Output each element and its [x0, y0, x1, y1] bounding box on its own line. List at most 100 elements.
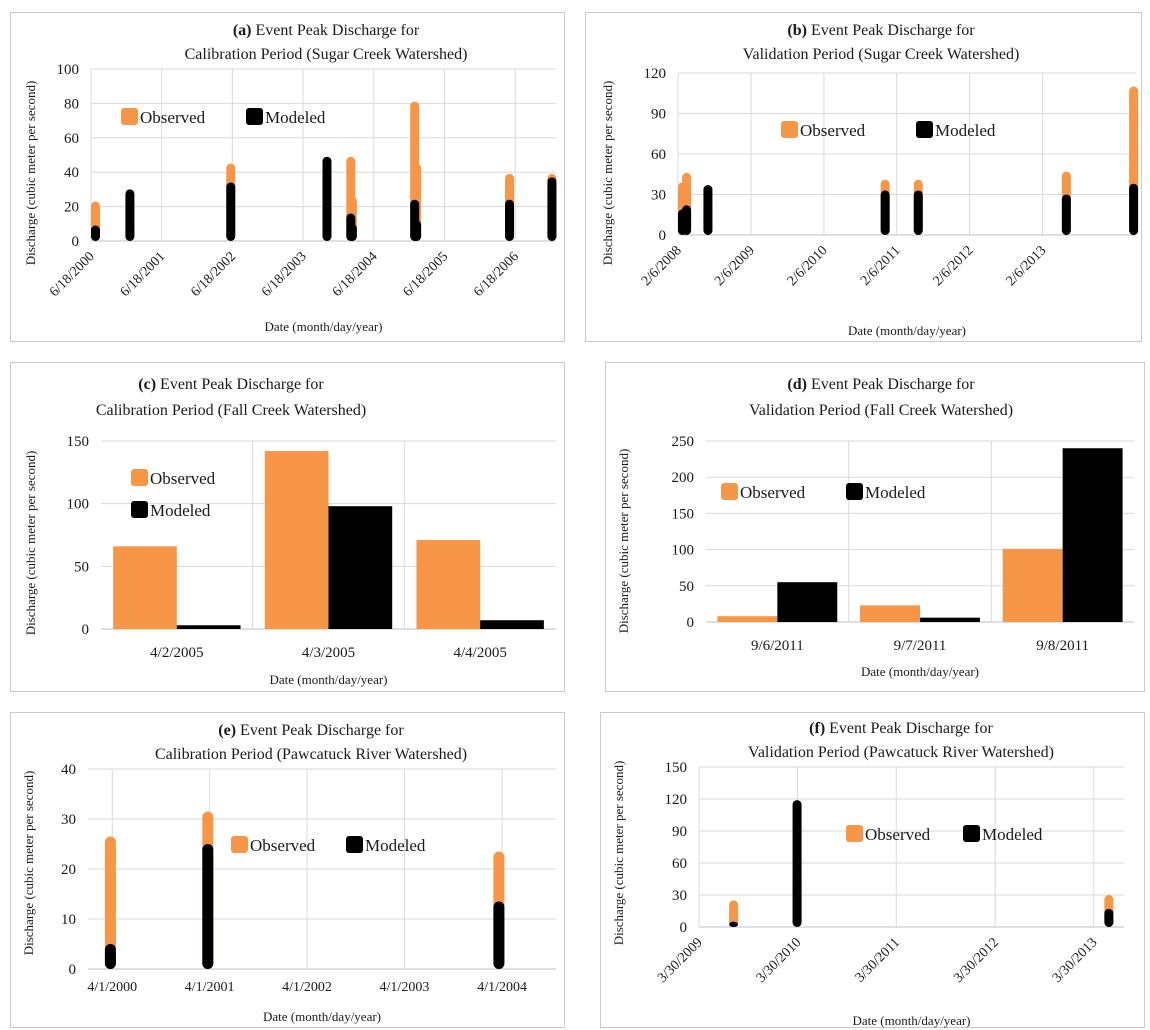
y-tick-label: 0	[659, 228, 667, 244]
chart-title-line2: Calibration Period (Pawcatuck River Wate…	[155, 746, 467, 763]
y-tick-label: 200	[672, 470, 695, 486]
y-tick-label: 150	[665, 760, 688, 776]
legend: Observed Modeled	[781, 121, 996, 140]
x-tick-label: 2/6/2013	[1004, 243, 1050, 289]
legend-swatch-observed	[121, 108, 138, 125]
x-tick-label: 2/6/2010	[785, 243, 831, 289]
legend-label-observed: Observed	[140, 108, 206, 127]
x-tick-label: 6/18/2005	[401, 249, 452, 300]
legend: Observed Modeled	[721, 483, 926, 502]
legend-label-modeled: Modeled	[935, 121, 996, 140]
x-tick-label: 3/30/2010	[754, 935, 805, 986]
y-tick-label: 250	[672, 434, 695, 450]
y-tick-label: 60	[64, 131, 79, 147]
x-tick-label: 6/18/2002	[188, 249, 239, 300]
y-tick-label: 150	[67, 434, 90, 450]
legend-label-modeled: Modeled	[365, 836, 426, 855]
y-tick-label: 0	[680, 920, 688, 936]
chart-panel-d: (d) Event Peak Discharge for Validation P…	[605, 362, 1145, 692]
y-tick-label: 60	[672, 856, 687, 872]
legend-label-modeled: Modeled	[150, 501, 211, 520]
modeled-bar	[913, 190, 923, 235]
modeled-bar	[729, 921, 739, 927]
x-tick-label: 4/1/2002	[282, 980, 332, 995]
chart-title-line2: Validation Period (Sugar Creek Watershed…	[743, 46, 1020, 63]
chart-title-line1: (b) Event Peak Discharge for	[787, 22, 975, 39]
legend-swatch-modeled	[131, 501, 148, 518]
legend-label-observed: Observed	[865, 825, 931, 844]
chart-panel-c: (c) Event Peak Discharge for Calibration …	[10, 362, 565, 692]
modeled-bar	[226, 182, 236, 241]
legend: Observed Modeled	[131, 469, 216, 520]
observed-bar	[1002, 548, 1063, 622]
x-tick-label: 6/18/2006	[471, 249, 522, 300]
modeled-bar	[176, 625, 241, 629]
legend-swatch-observed	[231, 836, 248, 853]
legend-label-observed: Observed	[740, 483, 806, 502]
chart-panel-a: (a) Event Peak Discharge for Calibration …	[10, 12, 565, 342]
x-tick-label: 9/8/2011	[1036, 638, 1089, 654]
legend-label-observed: Observed	[800, 121, 866, 140]
modeled-bar	[1062, 448, 1123, 622]
x-tick-label: 2/6/2008	[639, 243, 685, 289]
y-axis-label: Discharge (cubic meter per second)	[616, 449, 631, 634]
legend-swatch-modeled	[246, 108, 263, 125]
x-tick-label: 6/18/2003	[259, 249, 310, 300]
x-tick-label: 4/2/2005	[150, 645, 203, 661]
x-tick-label: 4/1/2004	[477, 980, 527, 995]
legend-label-observed: Observed	[250, 836, 316, 855]
modeled-bar	[1129, 183, 1139, 235]
chart-title-line2: Validation Period (Pawcatuck River Water…	[748, 744, 1054, 761]
y-tick-label: 50	[679, 579, 694, 595]
x-tick-label: 3/30/2013	[1050, 935, 1101, 986]
y-tick-label: 0	[72, 234, 80, 250]
x-tick-label: 3/30/2009	[655, 935, 706, 986]
x-tick-label: 4/3/2005	[302, 645, 355, 661]
y-tick-label: 40	[61, 762, 76, 778]
legend-label-modeled: Modeled	[982, 825, 1043, 844]
legend-swatch-modeled	[963, 825, 980, 842]
y-tick-label: 40	[64, 165, 79, 181]
x-axis-label: Date (month/day/year)	[848, 323, 966, 338]
modeled-bar	[328, 506, 393, 629]
y-tick-label: 30	[651, 188, 666, 204]
modeled-bar	[347, 223, 357, 241]
y-tick-label: 0	[69, 962, 77, 978]
modeled-bar	[493, 901, 505, 969]
observed-bar	[113, 546, 177, 629]
x-axis-label: Date (month/day/year)	[852, 1013, 970, 1028]
y-axis-label: Discharge (cubic meter per second)	[611, 761, 626, 946]
observed-bar	[104, 836, 116, 969]
legend-swatch-modeled	[346, 836, 363, 853]
legend-label-modeled: Modeled	[265, 108, 326, 127]
y-tick-label: 100	[672, 543, 695, 559]
x-tick-label: 9/6/2011	[751, 638, 804, 654]
y-tick-label: 0	[687, 615, 695, 631]
chart-c: (c) Event Peak Discharge for Calibration …	[23, 376, 556, 687]
chart-b: (b) Event Peak Discharge for Validation P…	[600, 22, 1139, 338]
chart-title-line1: (f) Event Peak Discharge for	[809, 720, 993, 737]
chart-a: (a) Event Peak Discharge for Calibration …	[23, 22, 557, 334]
observed-bar	[264, 451, 329, 629]
y-axis-label: Discharge (cubic meter per second)	[23, 451, 38, 636]
y-tick-label: 20	[64, 200, 79, 216]
modeled-bar	[682, 205, 692, 235]
legend-swatch-observed	[846, 825, 863, 842]
y-tick-label: 90	[672, 824, 687, 840]
chart-title-line2: Calibration Period (Fall Creek Watershed…	[96, 402, 366, 419]
legend-swatch-observed	[131, 469, 148, 486]
modeled-bar	[412, 220, 422, 241]
modeled-bar	[505, 199, 515, 241]
legend-swatch-modeled	[846, 483, 863, 500]
x-axis-label: Date (month/day/year)	[861, 664, 979, 679]
chart-title-line2: Calibration Period (Sugar Creek Watershe…	[185, 46, 468, 63]
y-tick-label: 60	[651, 147, 666, 163]
legend-label-modeled: Modeled	[865, 483, 926, 502]
chart-title-line1: (c) Event Peak Discharge for	[138, 376, 324, 393]
y-tick-label: 20	[61, 862, 76, 878]
x-tick-label: 2/6/2012	[931, 243, 977, 289]
modeled-bar	[777, 582, 838, 622]
y-tick-label: 150	[672, 506, 695, 522]
modeled-bar	[547, 177, 557, 241]
modeled-bar	[1104, 908, 1114, 927]
